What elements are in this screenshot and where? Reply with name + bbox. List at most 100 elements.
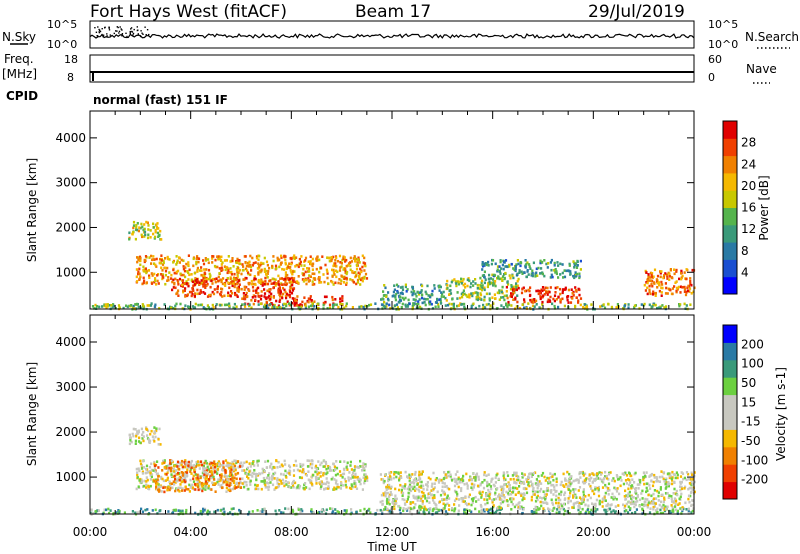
echo-cell (332, 268, 335, 272)
echo-cell (257, 273, 260, 276)
echo-cell (113, 304, 116, 308)
echo-cell (339, 302, 342, 306)
echo-cell (466, 284, 469, 288)
echo-cell (472, 292, 475, 295)
echo-cell (91, 305, 95, 308)
echo-cell (284, 507, 287, 510)
echo-cell (213, 510, 216, 514)
echo-cell (275, 267, 278, 270)
echo-cell (309, 462, 312, 466)
echo-cell (137, 485, 140, 488)
echo-cell (554, 268, 557, 271)
colorbar-tick-label: 20 (741, 179, 756, 193)
echo-cell (237, 485, 240, 489)
echo-cell (220, 290, 223, 294)
echo-cell (392, 476, 395, 480)
echo-cell (177, 488, 180, 492)
echo-cell (314, 475, 318, 479)
echo-cell (311, 302, 314, 305)
echo-cell (661, 283, 664, 286)
colorbar-tick-label: 15 (741, 395, 756, 409)
echo-cell (403, 487, 406, 490)
echo-cell (679, 285, 683, 289)
echo-cell (194, 483, 197, 486)
echo-cell (656, 507, 659, 511)
echo-cell (294, 298, 297, 302)
echo-cell (169, 486, 172, 490)
echo-cell (174, 286, 177, 290)
echo-cell (582, 305, 585, 309)
echo-cell (575, 478, 578, 481)
echo-cell (555, 477, 558, 481)
echo-cell (482, 274, 485, 277)
echo-cell (555, 494, 558, 498)
echo-cell (363, 256, 366, 260)
echo-cell (350, 508, 353, 511)
echo-cell (453, 484, 457, 488)
echo-cell (485, 493, 488, 496)
echo-cell (315, 267, 318, 271)
echo-cell (431, 307, 434, 310)
echo-cell (285, 283, 288, 287)
echo-cell (137, 229, 140, 233)
echo-cell (539, 487, 543, 491)
echo-cell (437, 508, 440, 512)
echo-cell (216, 290, 219, 294)
echo-cell (197, 257, 201, 260)
echo-cell (203, 473, 206, 476)
echo-cell (521, 498, 524, 502)
echo-cell (505, 302, 508, 306)
nsky-point (106, 35, 108, 37)
echo-cell (631, 511, 634, 515)
echo-cell (211, 481, 214, 484)
echo-cell (507, 482, 510, 486)
echo-cell (311, 280, 314, 283)
echo-cell (671, 276, 674, 280)
echo-cell (675, 471, 678, 474)
echo-cell (408, 473, 411, 477)
echo-cell (262, 476, 265, 480)
echo-cell (299, 260, 302, 264)
echo-cell (190, 459, 193, 463)
echo-cell (183, 475, 186, 478)
echo-cell (679, 488, 682, 492)
echo-cell (196, 460, 199, 463)
echo-cell (163, 490, 166, 494)
echo-cell (536, 486, 539, 490)
echo-cell (288, 289, 291, 292)
echo-cell (401, 296, 404, 300)
echo-cell (239, 511, 242, 514)
echo-cell (634, 500, 637, 504)
echo-cell (223, 259, 227, 262)
echo-cell (221, 282, 224, 286)
echo-cell (128, 231, 131, 235)
echo-cell (688, 500, 691, 504)
echo-cell (685, 290, 688, 294)
echo-cell (384, 492, 387, 495)
echo-cell (197, 464, 200, 467)
echo-cell (355, 282, 358, 286)
echo-cell (567, 484, 570, 487)
echo-cell (527, 273, 530, 276)
echo-cell (540, 267, 543, 270)
echo-cell (572, 494, 575, 497)
echo-cell (494, 284, 497, 288)
echo-cell (648, 279, 651, 282)
echo-cell (660, 291, 663, 294)
echo-cell (132, 304, 135, 308)
echo-cell (468, 279, 471, 283)
echo-cell (528, 263, 531, 266)
echo-cell (674, 508, 678, 512)
echo-cell (651, 284, 654, 288)
echo-cell (210, 279, 213, 283)
echo-cell (631, 486, 634, 489)
echo-cell (198, 467, 201, 470)
echo-cell (500, 494, 503, 498)
echo-cell (463, 292, 466, 296)
x-tick-label: 00:00 (677, 525, 712, 539)
echo-cell (334, 298, 337, 301)
echo-cell (173, 483, 176, 486)
echo-cell (519, 507, 522, 510)
echo-cell (658, 283, 661, 287)
echo-cell (145, 270, 148, 273)
